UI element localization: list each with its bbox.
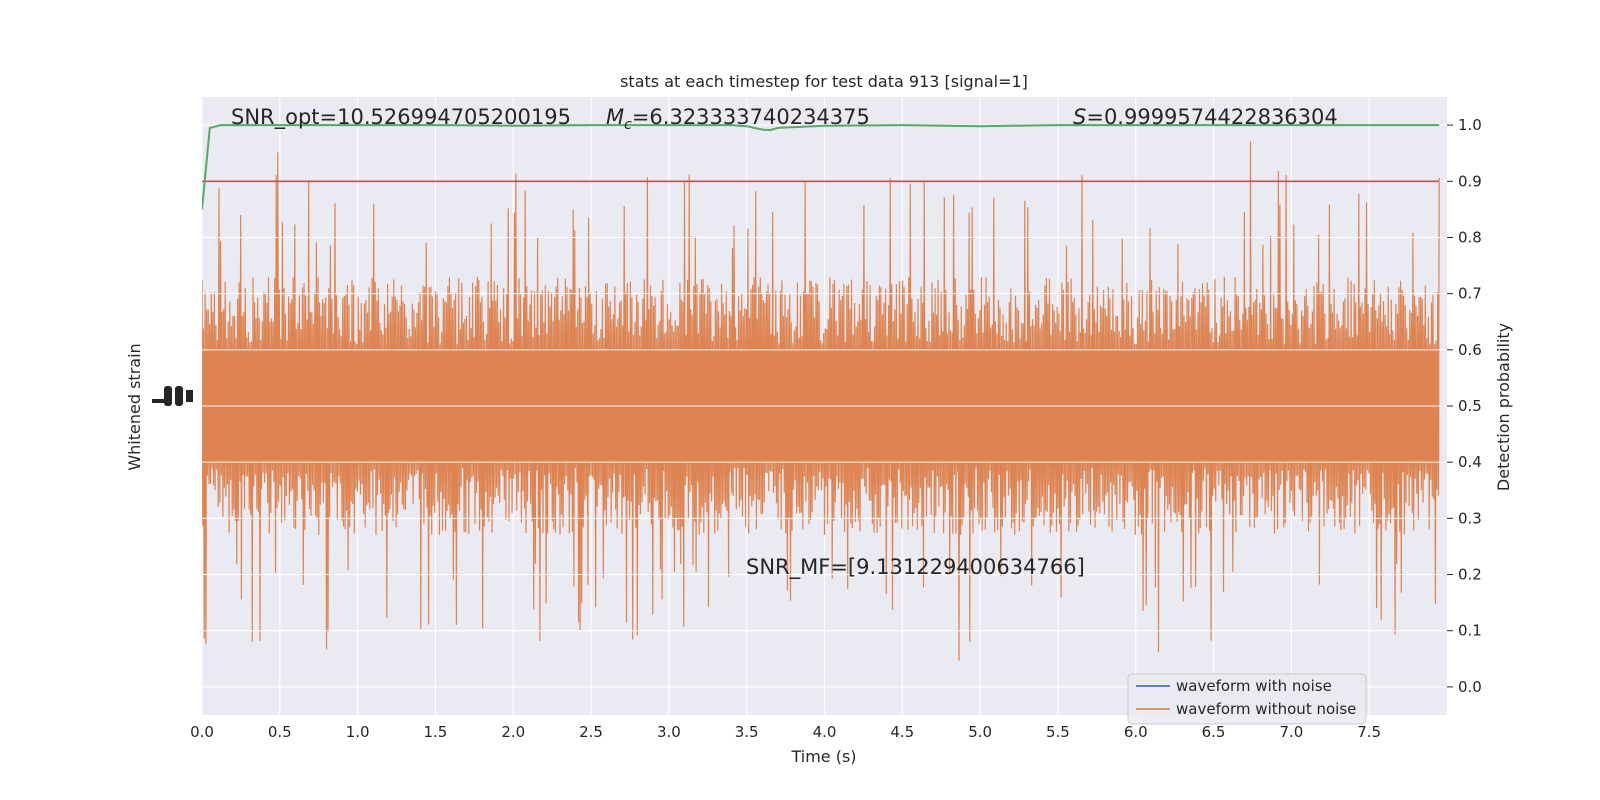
- y-tick-label-right: 0.7: [1458, 285, 1482, 303]
- mchirp-value: =6.323333740234375: [632, 105, 870, 129]
- y-tick-label-right: 0.8: [1458, 228, 1482, 246]
- x-tick-label: 6.5: [1202, 723, 1226, 741]
- legend-label-waveform-with-noise: waveform with noise: [1176, 677, 1332, 695]
- y-tick-label-right: 0.4: [1458, 453, 1482, 471]
- y-tick-label-right: 1.0: [1458, 116, 1482, 134]
- x-tick-label: 3.0: [657, 723, 681, 741]
- x-tick-label: 0.5: [268, 723, 292, 741]
- x-tick-label: 7.5: [1357, 723, 1381, 741]
- x-tick-label: 2.5: [579, 723, 603, 741]
- s-value: =0.9999574422836304: [1086, 105, 1337, 129]
- y-tick-label-right: 0.5: [1458, 397, 1482, 415]
- x-tick-label: 2.0: [501, 723, 525, 741]
- snr-opt-annotation: SNR_opt=10.526994705200195: [231, 105, 571, 130]
- x-tick-label: 5.0: [968, 723, 992, 741]
- x-tick-label: 5.5: [1046, 723, 1070, 741]
- left-axis-collapsed-ticks: [152, 386, 193, 406]
- x-tick-label: 3.5: [735, 723, 759, 741]
- series-layer: [202, 124, 1447, 688]
- y-tick-label-right: 0.3: [1458, 509, 1482, 527]
- y-tick-label-right: 0.6: [1458, 341, 1482, 359]
- mchirp-symbol: M: [606, 105, 624, 129]
- chart-title: stats at each timestep for test data 913…: [620, 72, 1028, 91]
- legend: waveform with noise waveform without noi…: [1127, 673, 1367, 725]
- s-annotation: S=0.9999574422836304: [1073, 105, 1338, 129]
- x-tick-label: 1.0: [346, 723, 370, 741]
- x-tick-label: 4.0: [813, 723, 837, 741]
- x-tick-label: 7.0: [1279, 723, 1303, 741]
- y-axis-label-right: Detection probability: [1494, 323, 1513, 491]
- mchirp-annotation: Mc=6.323333740234375: [606, 105, 870, 133]
- y-tick-label-right: 0.2: [1458, 566, 1482, 584]
- legend-box: [1127, 673, 1367, 725]
- y-axis-label-left: Whitened strain: [125, 343, 144, 470]
- y-tick-label-right: 0.9: [1458, 172, 1482, 190]
- x-tick-label: 6.0: [1124, 723, 1148, 741]
- x-tick-label: 0.0: [190, 723, 214, 741]
- x-tick-label: 1.5: [424, 723, 448, 741]
- mchirp-subscript: c: [624, 117, 632, 133]
- y-tick-label-right: 0.0: [1458, 678, 1482, 696]
- x-tick-label: 4.5: [890, 723, 914, 741]
- legend-label-waveform-without-noise: waveform without noise: [1176, 700, 1356, 718]
- axis-ticks: 0.0 0.5 1.0 1.5 2.0 2.5 3.0 3.5 4.0 4.5 5.0 5.5 6.0 6…: [190, 116, 1482, 741]
- series-detection-probability: [202, 124, 1440, 210]
- x-axis-label: Time (s): [790, 747, 856, 766]
- snr-mf-annotation: SNR_MF=[9.131229400634766]: [746, 555, 1085, 580]
- s-symbol: S: [1073, 105, 1086, 129]
- y-tick-label-right: 0.1: [1458, 622, 1482, 640]
